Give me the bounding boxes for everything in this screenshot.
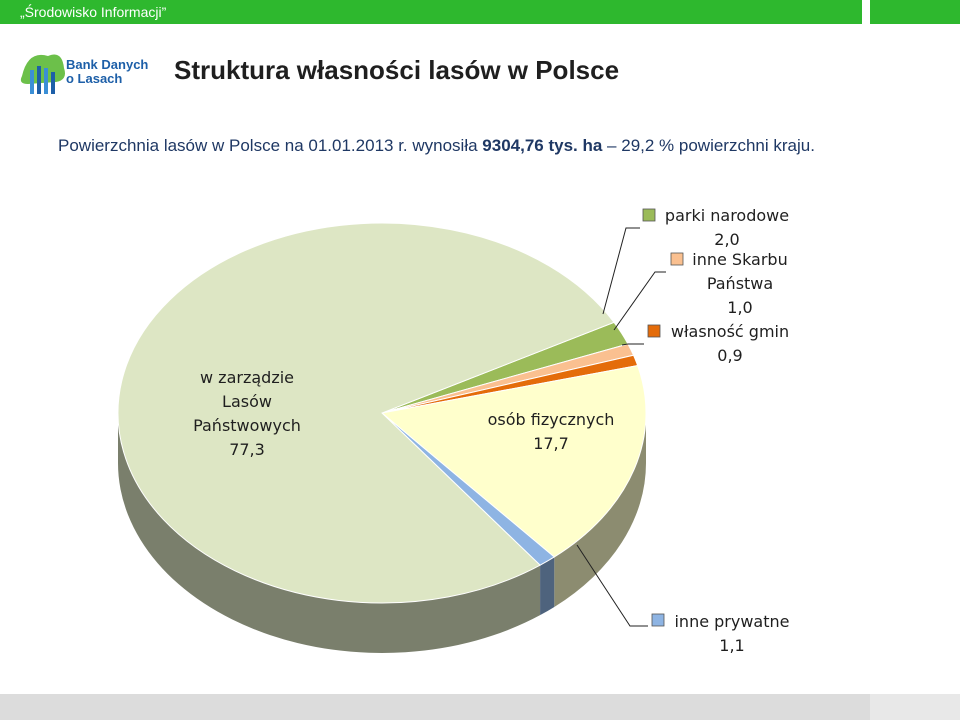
logo-text: Bank Danych o Lasach: [66, 58, 148, 86]
data-label-5-1: 1,1: [719, 636, 744, 655]
legend-swatch-3: [647, 324, 661, 338]
header-bar-main: [0, 0, 862, 24]
header-title: „Środowisko Informacji”: [20, 4, 167, 20]
data-label-4-1: 17,7: [533, 434, 569, 453]
data-label-0-1: Lasów: [222, 392, 272, 411]
logo-line1: Bank Danych: [66, 57, 149, 72]
legend-swatch-2: [670, 252, 684, 266]
intro-dash: –: [602, 136, 622, 155]
ownership-pie-chart: w zarządzie Lasów Państwowych 77,3 parki nar…: [117, 206, 790, 655]
intro-suffix: 29,2 % powierzchni kraju.: [621, 136, 815, 155]
leader-line-5: [576, 544, 648, 627]
leader-line-1: [602, 227, 640, 315]
data-label-1-0: parki narodowe: [665, 206, 789, 225]
data-label-3-0: własność gmin: [671, 322, 789, 341]
data-label-1-1: 2,0: [714, 230, 739, 249]
data-label-2-2: 1,0: [727, 298, 752, 317]
leader-line-3: [621, 343, 644, 346]
slice-0: [117, 222, 615, 604]
leader-line-2: [613, 271, 666, 331]
data-label-2-0: inne Skarbu: [692, 250, 787, 269]
data-label-4-0: osób fizycznych: [488, 410, 615, 429]
slice-side-5: [540, 556, 555, 616]
header-bar-right: [870, 0, 960, 24]
slice-side-4: [554, 413, 646, 607]
footer-bar: [0, 694, 960, 720]
data-label-3-1: 0,9: [717, 346, 742, 365]
data-label-0-2: Państwowych: [193, 416, 301, 435]
header-bar: „Środowisko Informacji”: [0, 0, 960, 26]
bank-logo-icon: [20, 54, 65, 94]
data-label-0-3: 77,3: [229, 440, 265, 459]
intro-text: Powierzchnia lasów w Polsce na 01.01.201…: [58, 136, 815, 156]
intro-area: 9304,76 tys. ha: [482, 136, 603, 155]
legend-swatch-5: [651, 613, 665, 627]
slide-title: Struktura własności lasów w Polsce: [174, 55, 620, 85]
data-label-5-0: inne prywatne: [674, 612, 789, 631]
slice-side-0: [118, 413, 541, 653]
data-label-0-0: w zarządzie: [200, 368, 294, 387]
intro-prefix: Powierzchnia lasów w Polsce na 01.01.201…: [58, 136, 483, 155]
logo-line2: o Lasach: [66, 71, 123, 86]
slice-4: [380, 364, 647, 558]
footer-bar-right: [870, 694, 960, 720]
legend-swatch-1: [642, 208, 656, 222]
data-label-2-1: Państwa: [707, 274, 773, 293]
